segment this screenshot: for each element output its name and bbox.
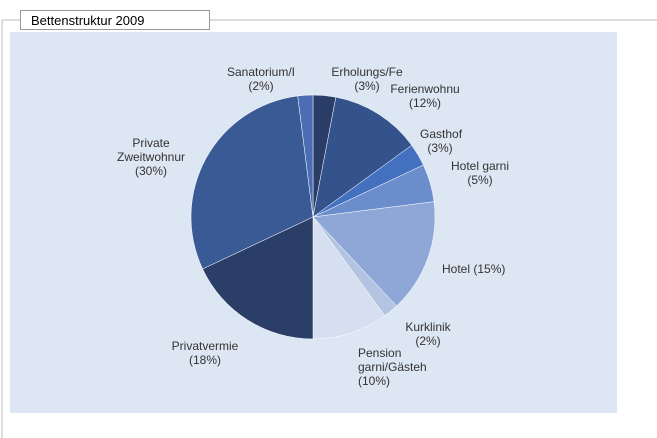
category-name: Kurklinik	[405, 320, 451, 334]
slice-label: Kurklinik (2%)	[398, 320, 458, 348]
slice-label: Hotel (15%)	[442, 262, 505, 276]
value-label: (2%)	[415, 334, 441, 348]
pie-slice	[312, 201, 436, 307]
pie-slice	[190, 95, 314, 270]
slice-label: Erholungs/Fe (3%)	[322, 65, 412, 93]
slice-label: Pension garni/Gästeh (10%)	[358, 346, 448, 388]
value-label: (3%)	[354, 79, 380, 93]
pie	[190, 94, 436, 340]
slice-label: Private Zweitwohnur (30%)	[104, 136, 198, 178]
slice-label: Ferienwohnu (12%)	[380, 82, 470, 110]
value-label: (10%)	[358, 374, 391, 388]
slice-label: Hotel garni (5%)	[440, 159, 520, 187]
pie-slice	[312, 96, 413, 218]
value-label: (2%)	[248, 79, 274, 93]
category-name: Privatvermie	[171, 339, 239, 353]
category-name: Erholungs/Fe	[331, 65, 403, 79]
category-name: Private Zweitwohnur	[116, 136, 186, 164]
category-name: Pension garni/Gästeh	[358, 346, 427, 374]
category-name: Hotel garni	[450, 159, 510, 173]
chart-title: Bettenstruktur 2009	[20, 10, 210, 30]
category-name: Gasthof	[420, 127, 463, 141]
pie-slice	[202, 216, 314, 340]
value-label: (15%)	[473, 262, 506, 276]
slice-label: Privatvermie (18%)	[160, 339, 250, 367]
slice-label: Gasthof (3%)	[420, 127, 463, 155]
value-label: (3%)	[427, 141, 453, 155]
category-name: Ferienwohnu	[390, 82, 460, 96]
slice-label: Sanatorium/I (2%)	[216, 65, 306, 93]
category-name: Sanatorium/I	[226, 65, 296, 79]
value-label: (30%)	[134, 164, 167, 178]
pie-slice	[297, 94, 314, 218]
value-label: (12%)	[408, 96, 441, 110]
category-name: Hotel	[442, 262, 471, 276]
pie-slice	[312, 216, 386, 340]
value-label: (5%)	[467, 173, 493, 187]
value-label: (18%)	[188, 353, 221, 367]
